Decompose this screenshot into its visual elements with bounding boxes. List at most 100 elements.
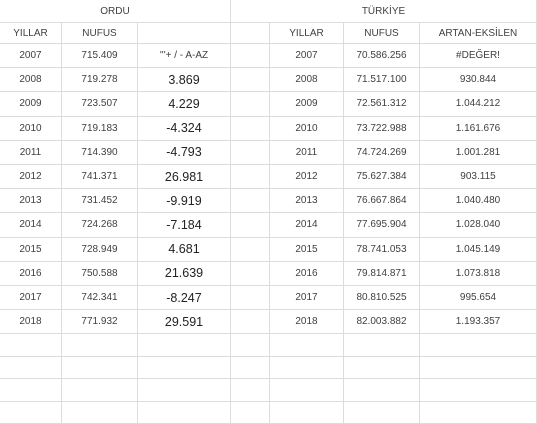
blank-cell [231,116,270,141]
table-cell: 2011 [270,140,344,165]
blank-cell [420,401,537,424]
table-cell: 78.741.053 [344,237,420,262]
table-cell: 995.654 [420,286,537,311]
table-cell: -4.324 [138,116,231,141]
group-title: TÜRKİYE [231,0,537,23]
table-cell: 714.390 [62,140,138,165]
table-cell: 731.452 [62,189,138,214]
table-cell: 719.183 [62,116,138,141]
blank-cell [420,356,537,380]
column-header: YILLAR [270,23,344,44]
table-cell: 4.229 [138,92,231,117]
column-header: NUFUS [344,23,420,44]
table-cell: 2011 [0,140,62,165]
table-cell: 715.409 [62,44,138,69]
blank-cell [231,261,270,286]
table-cell: -4.793 [138,140,231,165]
table-cell: 2015 [270,237,344,262]
table-cell: -8.247 [138,286,231,311]
table-cell: -9.919 [138,189,231,214]
blank-cell [62,356,138,380]
table-cell: 71.517.100 [344,68,420,93]
blank-cell [62,334,138,357]
table-cell: 4.681 [138,237,231,262]
table-cell: 2009 [0,92,62,117]
table-cell: 77.695.904 [344,213,420,238]
blank-cell [138,401,231,424]
table-cell: 741.371 [62,165,138,190]
table-cell: 723.507 [62,92,138,117]
table-cell: 76.667.864 [344,189,420,214]
table-cell: 1.028.040 [420,213,537,238]
blank-cell [231,140,270,165]
blank-cell [62,379,138,402]
table-cell: 903.115 [420,165,537,190]
table-cell: 2013 [0,189,62,214]
column-header [138,23,231,44]
blank-cell [231,356,270,380]
table-cell: 930.844 [420,68,537,93]
column-header: YILLAR [0,23,62,44]
table-cell: 72.561.312 [344,92,420,117]
blank-cell [138,379,231,402]
table-cell: 2009 [270,92,344,117]
table-cell: 1.193.357 [420,310,537,335]
table-cell: #DEĞER! [420,44,537,69]
blank-cell [231,379,270,402]
table-cell: 2013 [270,189,344,214]
blank-cell [231,23,270,44]
table-cell: 2010 [0,116,62,141]
table-cell: 3.869 [138,68,231,93]
blank-cell [231,92,270,117]
table-cell: 2012 [270,165,344,190]
column-header: NUFUS [62,23,138,44]
table-cell: 728.949 [62,237,138,262]
blank-cell [231,310,270,335]
blank-cell [0,334,62,357]
table-cell: 80.810.525 [344,286,420,311]
blank-cell [344,401,420,424]
blank-cell [138,356,231,380]
table-cell: 2017 [270,286,344,311]
blank-cell [62,401,138,424]
table-cell: 724.268 [62,213,138,238]
table-cell: 2018 [0,310,62,335]
blank-cell [231,165,270,190]
blank-cell [231,44,270,69]
blank-cell [138,334,231,357]
blank-cell [270,356,344,380]
blank-cell [231,237,270,262]
table-cell: 1.161.676 [420,116,537,141]
blank-cell [231,334,270,357]
blank-cell [0,356,62,380]
group-title: ORDU [0,0,231,23]
table-cell: 1.001.281 [420,140,537,165]
table-cell: 2007 [270,44,344,69]
blank-cell [420,379,537,402]
table-cell: 2014 [270,213,344,238]
table-cell: -7.184 [138,213,231,238]
table-cell: 2016 [270,261,344,286]
table-cell: 79.814.871 [344,261,420,286]
blank-cell [344,334,420,357]
table-cell: 2015 [0,237,62,262]
table-cell: 1.073.818 [420,261,537,286]
blank-cell [231,68,270,93]
blank-cell [344,379,420,402]
table-cell: 2016 [0,261,62,286]
blank-cell [231,286,270,311]
blank-cell [231,189,270,214]
blank-cell [270,379,344,402]
table-cell: 2008 [0,68,62,93]
table-cell: 73.722.988 [344,116,420,141]
table-cell: 2007 [0,44,62,69]
table-cell: 750.588 [62,261,138,286]
table-cell: '''+ / - A-AZ [138,44,231,69]
table-cell: 74.724.269 [344,140,420,165]
blank-cell [344,356,420,380]
blank-cell [270,401,344,424]
table-cell: 2018 [270,310,344,335]
table-cell: 742.341 [62,286,138,311]
table-cell: 2008 [270,68,344,93]
